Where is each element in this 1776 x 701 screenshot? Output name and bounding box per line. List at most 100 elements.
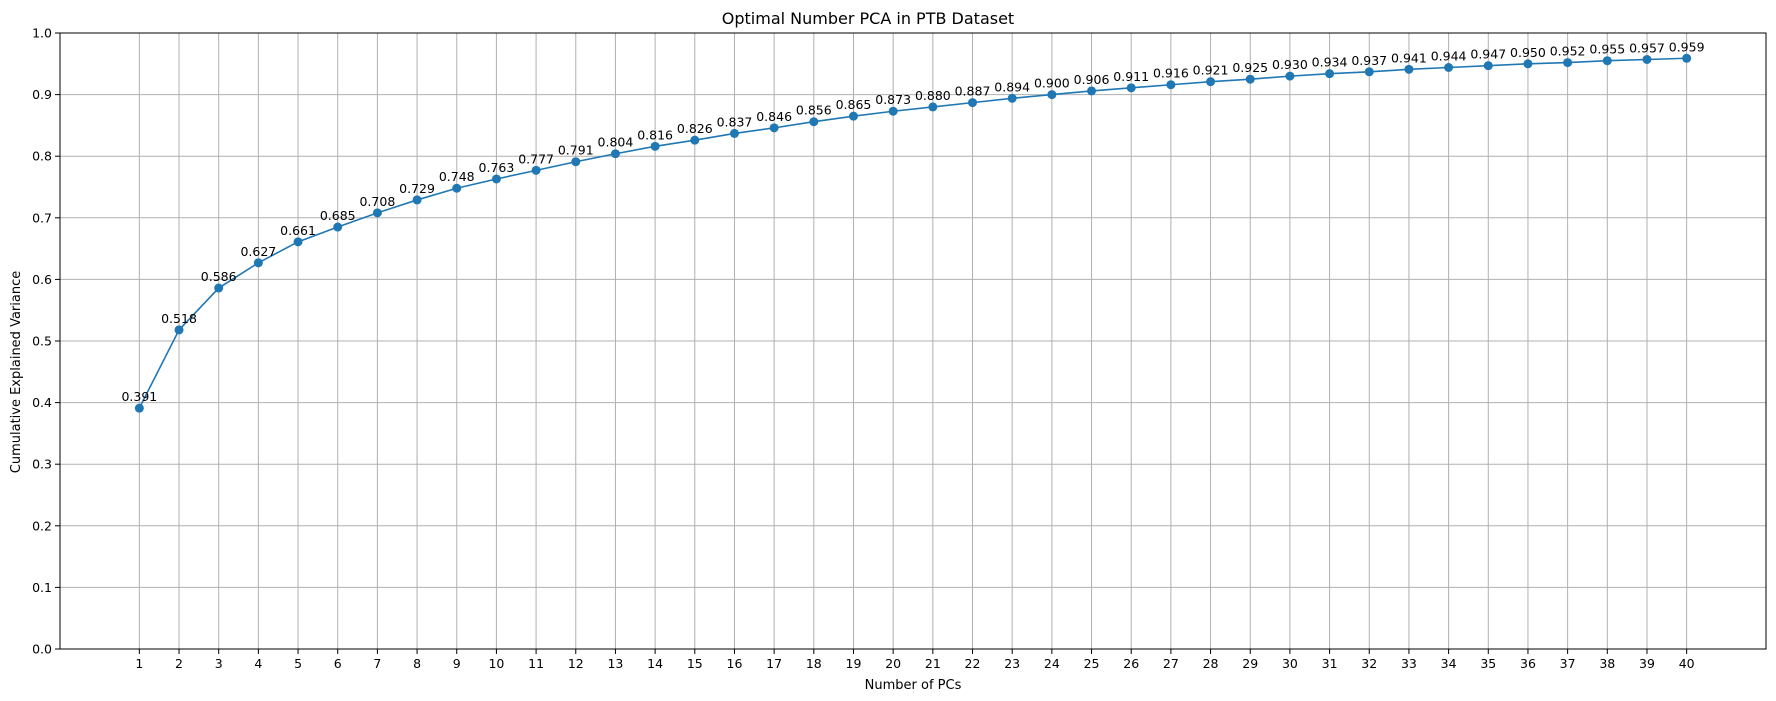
data-label: 0.921: [1193, 63, 1229, 78]
data-point: [1364, 67, 1374, 77]
series-cumulative-variance: [134, 53, 1692, 413]
series-line: [138, 57, 1687, 409]
data-label: 0.763: [479, 160, 515, 175]
data-point: [1642, 54, 1652, 64]
data-label: 0.944: [1431, 48, 1467, 63]
x-tick-label: 25: [1084, 656, 1100, 671]
data-point: [610, 149, 620, 159]
data-point: [1404, 64, 1414, 74]
data-point: [1206, 77, 1216, 87]
data-label: 0.708: [359, 194, 395, 209]
data-point: [214, 283, 224, 293]
x-tick-label: 24: [1044, 656, 1060, 671]
data-point: [1444, 62, 1454, 72]
x-tick-label: 33: [1401, 656, 1417, 671]
y-tick-label: 0.8: [32, 149, 52, 164]
y-tick-label: 0.3: [32, 457, 52, 472]
data-label: 0.873: [875, 92, 911, 107]
x-tick-label: 38: [1599, 656, 1615, 671]
data-label: 0.391: [121, 389, 157, 404]
data-label: 0.925: [1232, 60, 1268, 75]
x-tick-label: 30: [1282, 656, 1298, 671]
data-point: [1087, 86, 1097, 96]
x-tick-label: 3: [215, 656, 223, 671]
x-tick-label: 2: [175, 656, 183, 671]
x-tick-label: 13: [607, 656, 623, 671]
data-point: [333, 222, 343, 232]
x-tick-label: 4: [254, 656, 262, 671]
x-tick-label: 32: [1361, 656, 1377, 671]
x-tick-label: 5: [294, 656, 302, 671]
data-label: 0.955: [1589, 42, 1625, 57]
x-tick-label: 27: [1163, 656, 1179, 671]
data-label: 0.950: [1510, 45, 1546, 60]
data-point: [253, 258, 263, 268]
x-axis: 1 2 3 4 5 6 7 8 9 10 11 12 13 14 15 16 17 18 19 20 21 22 23 24 2…: [135, 649, 1695, 671]
y-tick-label: 0.7: [32, 210, 52, 225]
data-point: [928, 102, 938, 112]
data-point: [571, 157, 581, 167]
data-point: [372, 208, 382, 218]
data-label: 0.937: [1351, 53, 1387, 68]
x-tick-label: 31: [1322, 656, 1338, 671]
y-tick-label: 0.2: [32, 518, 52, 533]
data-label: 0.959: [1669, 39, 1705, 54]
x-tick-label: 21: [925, 656, 941, 671]
data-point: [412, 195, 422, 205]
y-axis-label: Cumulative Explained Variance: [9, 271, 24, 473]
x-tick-label: 36: [1520, 656, 1536, 671]
data-label: 0.856: [796, 103, 832, 118]
data-point: [491, 174, 501, 184]
data-label: 0.586: [201, 269, 237, 284]
data-point: [1325, 69, 1335, 79]
data-label: 0.916: [1153, 66, 1189, 81]
y-tick-label: 0.4: [32, 395, 52, 410]
y-tick-label: 0.9: [32, 87, 52, 102]
x-tick-label: 9: [453, 656, 461, 671]
data-label: 0.894: [994, 79, 1030, 94]
data-point: [1285, 71, 1295, 81]
data-point: [1245, 74, 1255, 84]
data-label: 0.518: [161, 311, 197, 326]
y-axis: 0.0 0.1 0.2 0.3 0.4 0.5 0.6 0.7 0.8 0.9 1.0: [32, 26, 60, 657]
data-point: [1166, 80, 1176, 90]
x-axis-label: Number of PCs: [865, 678, 962, 693]
data-label: 0.748: [439, 169, 475, 184]
x-tick-label: 6: [334, 656, 342, 671]
x-tick-label: 22: [965, 656, 981, 671]
data-label: 0.900: [1034, 76, 1070, 91]
data-point: [1563, 58, 1573, 68]
data-point: [888, 106, 898, 116]
data-point: [134, 403, 144, 413]
data-label: 0.880: [915, 88, 951, 103]
data-point: [1047, 90, 1057, 100]
data-point: [1682, 53, 1692, 63]
data-point: [531, 165, 541, 175]
data-label: 0.906: [1074, 72, 1110, 87]
data-label: 0.930: [1272, 57, 1308, 72]
x-tick-label: 39: [1639, 656, 1655, 671]
x-tick-label: 1: [135, 656, 143, 671]
y-tick-label: 1.0: [32, 26, 52, 41]
x-tick-label: 37: [1560, 656, 1576, 671]
x-tick-label: 16: [727, 656, 743, 671]
y-tick-label: 0.5: [32, 334, 52, 349]
data-point: [690, 135, 700, 145]
data-label: 0.952: [1550, 44, 1586, 59]
data-label: 0.846: [756, 109, 792, 124]
x-tick-label: 11: [528, 656, 544, 671]
data-point: [1523, 59, 1533, 69]
x-tick-label: 40: [1679, 656, 1695, 671]
data-point: [968, 98, 978, 108]
data-label: 0.941: [1391, 50, 1427, 65]
data-point: [1483, 61, 1493, 71]
data-label: 0.887: [955, 84, 991, 99]
y-tick-label: 0.6: [32, 272, 52, 287]
data-label: 0.826: [677, 121, 713, 136]
y-tick-label: 0.1: [32, 580, 52, 595]
data-point: [1126, 83, 1136, 93]
x-tick-label: 14: [647, 656, 663, 671]
data-point: [729, 128, 739, 138]
